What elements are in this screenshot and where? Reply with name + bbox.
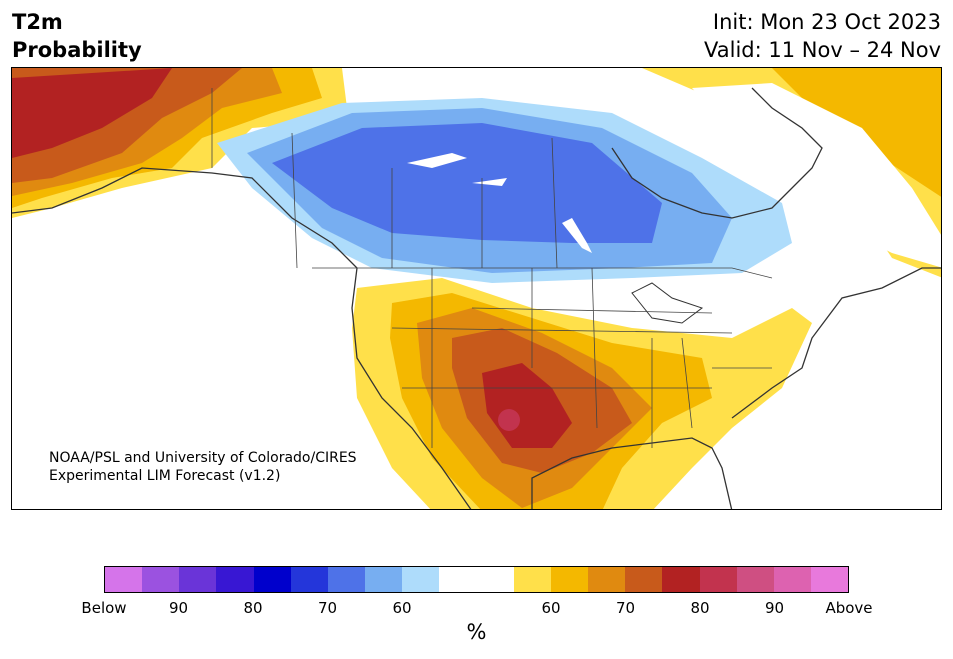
colorbar-cell bbox=[327, 567, 366, 592]
valid-range: Valid: 11 Nov – 24 Nov bbox=[704, 38, 941, 62]
colorbar-cell bbox=[365, 567, 403, 592]
borders bbox=[211, 88, 773, 448]
colorbar-cell bbox=[402, 567, 440, 592]
us-peak bbox=[498, 409, 520, 431]
lake bbox=[472, 178, 507, 186]
lake bbox=[562, 218, 592, 253]
colorbar-tick-label: 60 bbox=[541, 599, 561, 617]
colorbar-unit: % bbox=[466, 620, 487, 644]
colorbar-tick-label: Below bbox=[81, 599, 127, 617]
colorbar-cell bbox=[550, 567, 589, 592]
colorbar-cell bbox=[662, 567, 700, 592]
colorbar-cell bbox=[588, 567, 626, 592]
colorbar-cell bbox=[105, 567, 143, 592]
colorbar-cell bbox=[773, 567, 811, 592]
colorbar-cell bbox=[142, 567, 180, 592]
colorbar-cell bbox=[216, 567, 254, 592]
ne-canada-white bbox=[692, 83, 941, 268]
colorbar-tick-label: 70 bbox=[317, 599, 338, 617]
colorbar-cell bbox=[736, 567, 774, 592]
colorbar bbox=[104, 566, 849, 593]
forecast-map bbox=[11, 67, 942, 510]
credit-text: NOAA/PSL and University of Colorado/CIRE… bbox=[49, 449, 357, 485]
colorbar-tick-label: 60 bbox=[392, 599, 412, 617]
colorbar-cell bbox=[699, 567, 737, 592]
colorbar-tick-label: 90 bbox=[168, 599, 189, 617]
title-variable: T2m bbox=[12, 10, 63, 34]
colorbar-cell bbox=[625, 567, 663, 592]
forecast-dates: Init: Mon 23 Oct 2023 Valid: 11 Nov – 24… bbox=[704, 8, 941, 64]
lake bbox=[631, 282, 704, 324]
colorbar-tick-label: 80 bbox=[243, 599, 263, 617]
colorbar-cell bbox=[439, 567, 477, 592]
colorbar-tick-label: Above bbox=[825, 599, 873, 617]
map-canvas bbox=[12, 68, 941, 509]
colorbar-cell bbox=[179, 567, 217, 592]
map-title: T2m Probability bbox=[12, 8, 142, 64]
title-type: Probability bbox=[12, 38, 142, 62]
colorbar-cell bbox=[253, 567, 291, 592]
colorbar-tick-label: 70 bbox=[615, 599, 636, 617]
credit-line2: Experimental LIM Forecast (v1.2) bbox=[49, 468, 281, 484]
colorbar-tick-label: 90 bbox=[764, 599, 785, 617]
credit-line1: NOAA/PSL and University of Colorado/CIRE… bbox=[49, 450, 357, 466]
init-date: Init: Mon 23 Oct 2023 bbox=[712, 10, 941, 34]
colorbar-cell bbox=[513, 567, 551, 592]
colorbar-cell bbox=[810, 567, 849, 592]
colorbar-tick-label: 80 bbox=[690, 599, 710, 617]
alaska-core bbox=[12, 68, 172, 158]
lake bbox=[407, 153, 467, 168]
colorbar-cell bbox=[290, 567, 328, 592]
canada-below-80 bbox=[272, 123, 662, 243]
colorbar-cell bbox=[476, 567, 514, 592]
colorbar-tick-labels: Below 90 80 70 60 60 70 80 90 Above bbox=[81, 599, 872, 619]
